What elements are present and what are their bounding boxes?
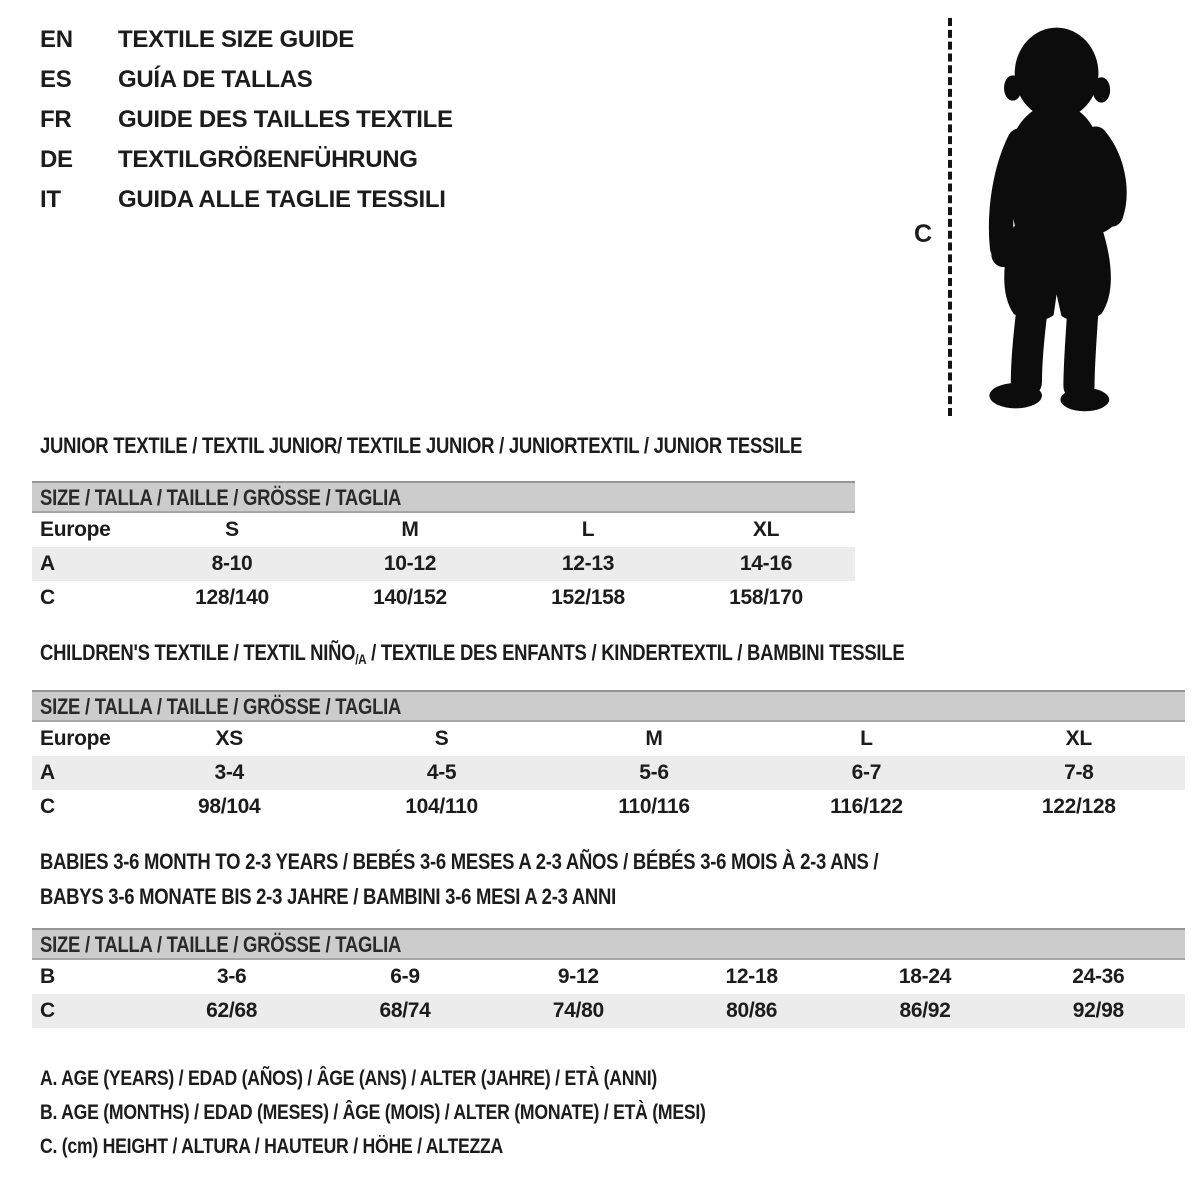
children-size-bar-label: SIZE / TALLA / TAILLE / GRÖSSE / TAGLIA — [40, 694, 402, 719]
children-size-xl: XL — [1065, 727, 1093, 750]
row-label: A — [40, 552, 55, 575]
table-cell: 110/116 — [618, 795, 690, 818]
lang-code-it: IT — [40, 186, 61, 213]
babies-row-age-months: B 3-6 6-9 9-12 12-18 18-24 24-36 — [32, 960, 1185, 994]
table-cell: 3-4 — [214, 761, 244, 784]
table-cell: 152/158 — [551, 586, 625, 609]
junior-row-age: A 8-10 10-12 12-13 14-16 — [32, 547, 855, 581]
junior-size-s: S — [225, 518, 239, 541]
table-cell: 7-8 — [1064, 761, 1094, 784]
babies-section-title-line2: BABYS 3-6 MONATE BIS 2-3 JAHRE / BAMBINI… — [40, 884, 726, 910]
legend-notes: A. AGE (YEARS) / EDAD (AÑOS) / ÂGE (ANS)… — [40, 1062, 832, 1164]
junior-size-m: M — [401, 518, 419, 541]
children-size-xs: XS — [215, 727, 243, 750]
lang-code-fr: FR — [40, 106, 72, 133]
table-cell: 62/68 — [206, 999, 258, 1022]
table-cell: 12-18 — [725, 965, 779, 988]
children-section-title: CHILDREN'S TEXTILE / TEXTIL NIÑO/A / TEX… — [40, 640, 1069, 667]
junior-section-title: JUNIOR TEXTILE / TEXTIL JUNIOR/ TEXTILE … — [40, 433, 947, 459]
table-cell: 122/128 — [1041, 795, 1116, 818]
table-cell: 80/86 — [726, 999, 778, 1022]
note-age-months: B. AGE (MONTHS) / EDAD (MESES) / ÂGE (MO… — [40, 1096, 832, 1130]
table-cell: 86/92 — [899, 999, 951, 1022]
height-figure: C — [912, 15, 1162, 423]
lang-title-en: TEXTILE SIZE GUIDE — [118, 26, 354, 53]
junior-section-title-text: JUNIOR TEXTILE / TEXTIL JUNIOR/ TEXTILE … — [40, 433, 803, 458]
lang-title-fr: GUIDE DES TAILLES TEXTILE — [118, 106, 453, 133]
table-cell: 14-16 — [739, 552, 793, 575]
language-header: EN TEXTILE SIZE GUIDE ES GUÍA DE TALLAS … — [40, 26, 453, 214]
table-cell: 8-10 — [211, 552, 253, 575]
children-size-table: SIZE / TALLA / TAILLE / GRÖSSE / TAGLIA … — [32, 690, 1185, 824]
table-cell: 128/140 — [195, 586, 269, 609]
table-cell: 10-12 — [383, 552, 437, 575]
table-cell: 116/122 — [830, 795, 903, 818]
table-cell: 3-6 — [216, 965, 247, 988]
note-age-months-text: B. AGE (MONTHS) / EDAD (MESES) / ÂGE (MO… — [40, 1101, 706, 1124]
children-size-s: S — [434, 727, 449, 750]
row-label: B — [40, 965, 55, 988]
babies-title-line2-text: BABYS 3-6 MONATE BIS 2-3 JAHRE / BAMBINI… — [40, 884, 616, 909]
table-cell: 5-6 — [639, 761, 669, 784]
table-cell: 104/110 — [405, 795, 478, 818]
table-cell: 74/80 — [552, 999, 604, 1022]
table-cell: 4-5 — [426, 761, 457, 784]
children-row-age: A 3-4 4-5 5-6 6-7 7-8 — [32, 756, 1185, 790]
table-cell: 24-36 — [1072, 965, 1125, 988]
table-cell: 98/104 — [197, 795, 261, 818]
table-cell: 6-9 — [390, 965, 420, 988]
lang-code-en: EN — [40, 26, 73, 53]
babies-section-title-line1: BABIES 3-6 MONTH TO 2-3 YEARS / BEBÉS 3-… — [40, 849, 1038, 875]
lang-code-es: ES — [40, 66, 72, 93]
children-section-title-text: CHILDREN'S TEXTILE / TEXTIL NIÑO/A / TEX… — [40, 640, 905, 667]
lang-title-de: TEXTILGRÖßENFÜHRUNG — [118, 146, 418, 173]
row-label: C — [40, 999, 55, 1022]
table-cell: 68/74 — [379, 999, 431, 1022]
table-cell: 6-7 — [851, 761, 882, 784]
children-title-post: / TEXTILE DES ENFANTS / KINDERTEXTIL / B… — [366, 640, 905, 665]
babies-size-bar-label: SIZE / TALLA / TAILLE / GRÖSSE / TAGLIA — [40, 932, 402, 957]
junior-size-bar-label: SIZE / TALLA / TAILLE / GRÖSSE / TAGLIA — [40, 485, 402, 510]
children-title-sub: /A — [355, 651, 367, 667]
note-age-years: A. AGE (YEARS) / EDAD (AÑOS) / ÂGE (ANS)… — [40, 1062, 832, 1096]
junior-size-table: SIZE / TALLA / TAILLE / GRÖSSE / TAGLIA … — [32, 481, 855, 615]
junior-row-height: C 128/140 140/152 152/158 158/170 — [32, 581, 855, 615]
junior-header-row: Europe S M L XL — [32, 513, 855, 547]
row-label: C — [40, 586, 55, 609]
row-label: A — [40, 761, 55, 784]
children-region-label: Europe — [40, 727, 111, 750]
note-height-cm-text: C. (cm) HEIGHT / ALTURA / HAUTEUR / HÖHE… — [40, 1135, 504, 1158]
note-age-years-text: A. AGE (YEARS) / EDAD (AÑOS) / ÂGE (ANS)… — [40, 1067, 658, 1090]
children-size-l: L — [860, 727, 873, 750]
children-header-row: Europe XS S M L XL — [32, 722, 1185, 756]
babies-size-bar: SIZE / TALLA / TAILLE / GRÖSSE / TAGLIA — [32, 928, 1185, 960]
table-cell: 12-13 — [561, 552, 615, 575]
lang-title-it: GUIDA ALLE TAGLIE TESSILI — [118, 186, 446, 213]
junior-region-label: Europe — [40, 518, 111, 541]
note-height-cm: C. (cm) HEIGHT / ALTURA / HAUTEUR / HÖHE… — [40, 1130, 832, 1164]
table-cell: 18-24 — [898, 965, 952, 988]
babies-row-height: C 62/68 68/74 74/80 80/86 86/92 92/98 — [32, 994, 1185, 1028]
toddler-silhouette-icon — [988, 27, 1127, 412]
lang-code-de: DE — [40, 146, 73, 173]
height-measure-label: C — [914, 220, 932, 248]
babies-size-table: SIZE / TALLA / TAILLE / GRÖSSE / TAGLIA … — [32, 928, 1185, 1028]
babies-title-line1-text: BABIES 3-6 MONTH TO 2-3 YEARS / BEBÉS 3-… — [40, 849, 879, 874]
lang-title-es: GUÍA DE TALLAS — [118, 66, 313, 93]
junior-size-xl: XL — [752, 518, 780, 541]
junior-size-l: L — [581, 518, 595, 541]
children-title-pre: CHILDREN'S TEXTILE / TEXTIL NIÑO — [40, 640, 356, 665]
children-row-height: C 98/104 104/110 110/116 116/122 122/128 — [32, 790, 1185, 824]
row-label: C — [40, 795, 55, 818]
children-size-bar: SIZE / TALLA / TAILLE / GRÖSSE / TAGLIA — [32, 690, 1185, 722]
height-dashed-line — [948, 18, 952, 416]
table-cell: 158/170 — [729, 586, 803, 609]
children-size-m: M — [645, 727, 663, 750]
table-cell: 9-12 — [557, 965, 599, 988]
table-cell: 92/98 — [1072, 999, 1124, 1022]
table-cell: 140/152 — [373, 586, 447, 609]
junior-size-bar: SIZE / TALLA / TAILLE / GRÖSSE / TAGLIA — [32, 481, 855, 513]
